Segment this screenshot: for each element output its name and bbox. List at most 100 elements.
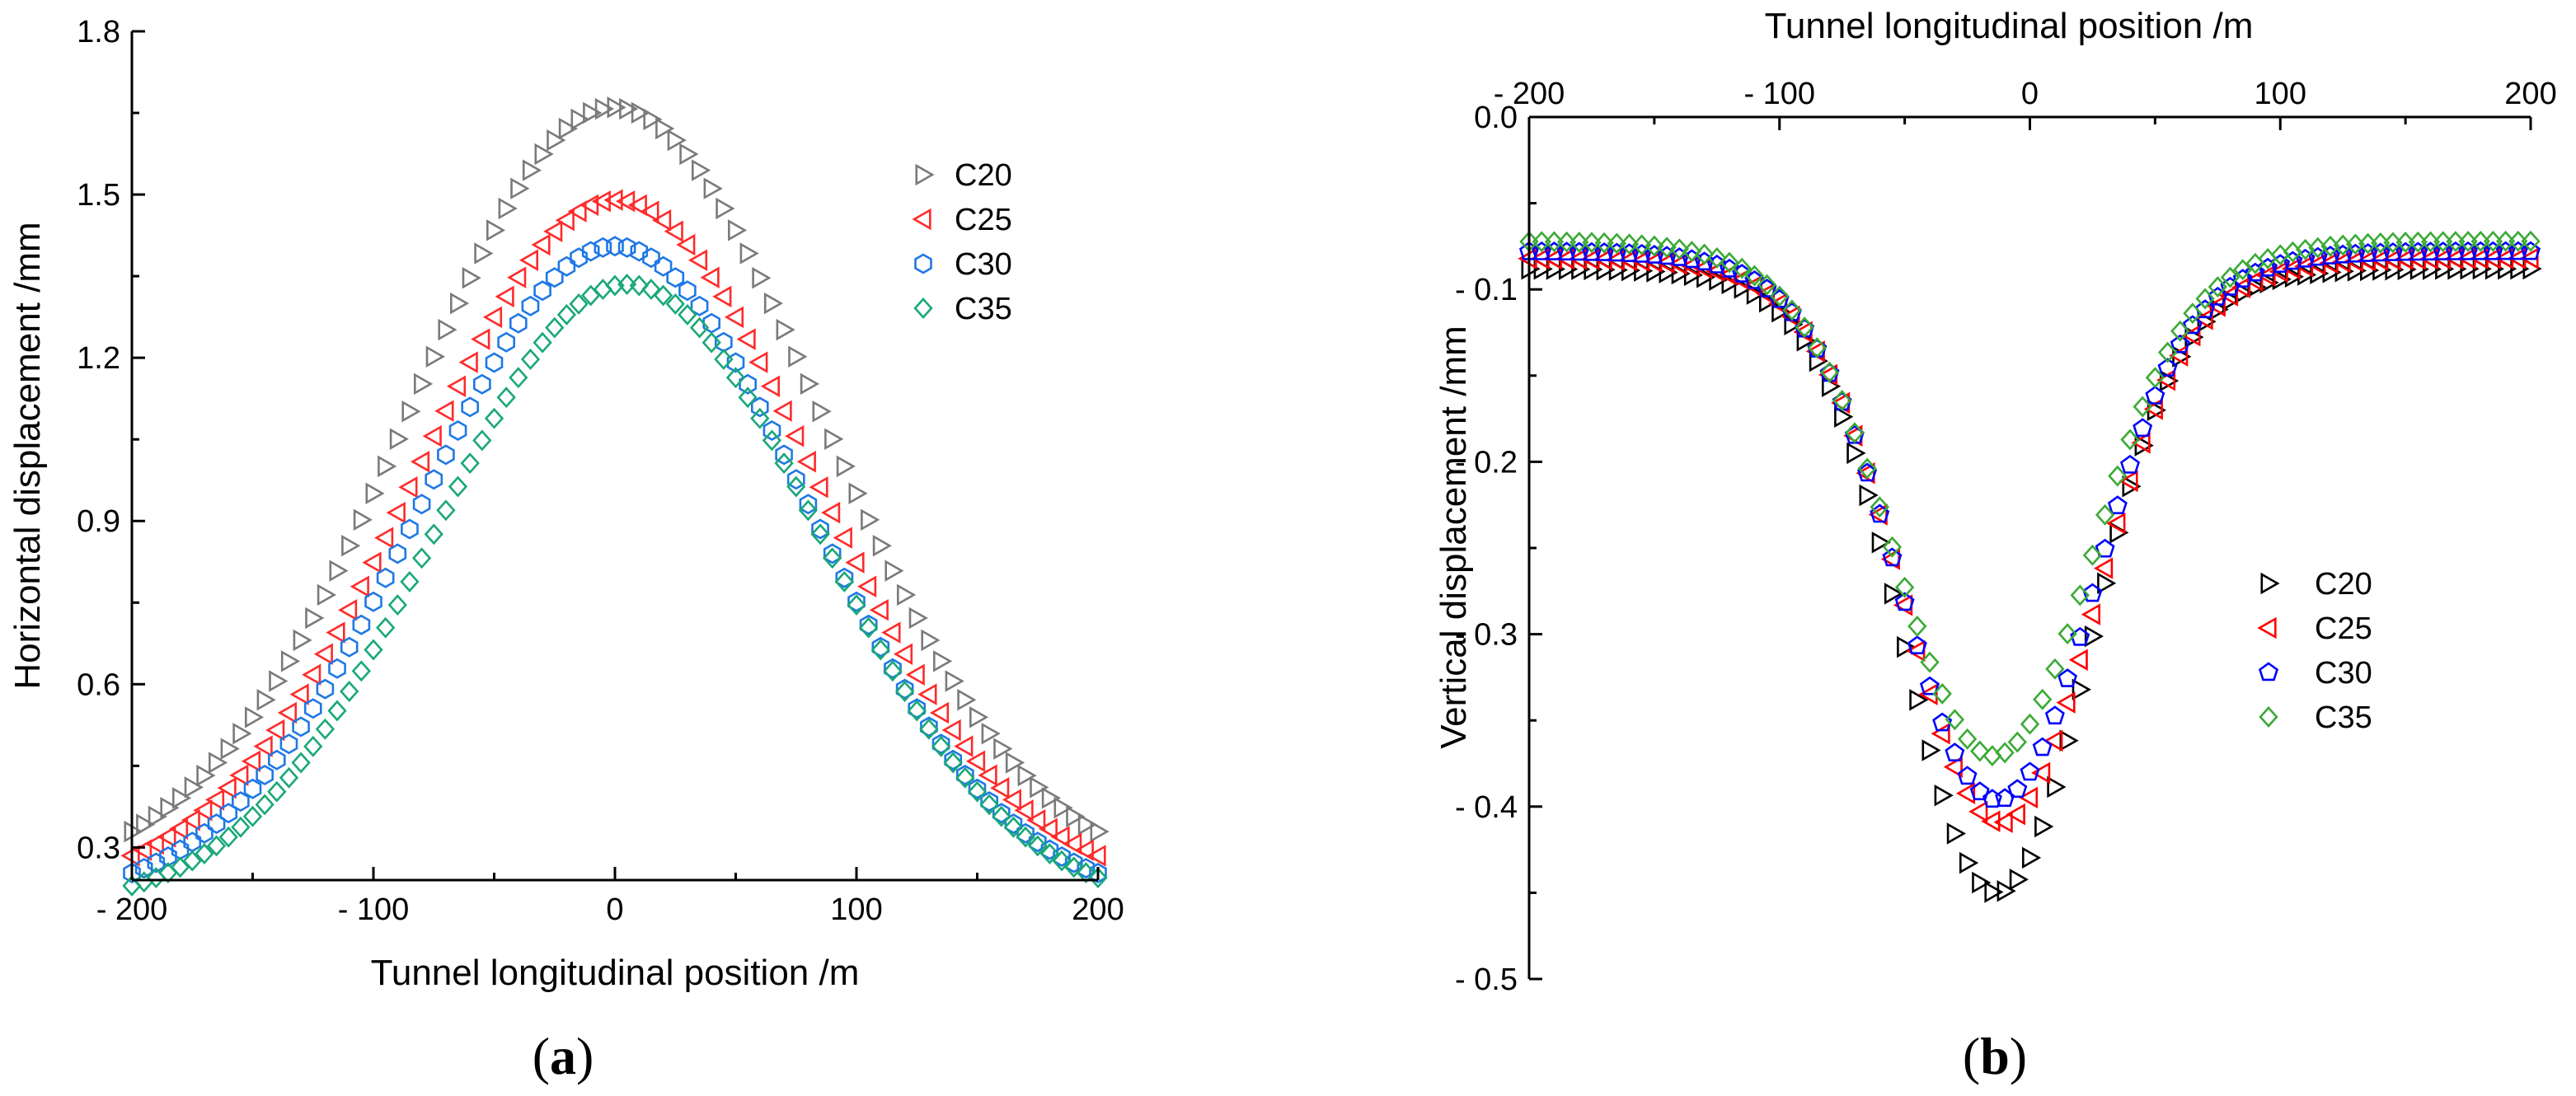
panel-a-point-c20 [583,101,603,124]
panel-b-point-c30 [2082,583,2103,602]
panel-a-point-c30 [678,280,697,302]
panel-a-point-c20 [776,318,795,341]
panel-b-point-c30 [2133,418,2153,438]
panel-a-point-c35 [533,331,552,354]
panel-b-point-c20 [2097,572,2117,594]
panel-a-point-c25 [687,249,708,271]
panel-b-point-c35 [1544,231,1565,253]
panel-a-point-c25 [326,621,345,644]
panel-a-point-c20 [570,108,590,131]
panel-b-point-c35 [1532,231,1551,253]
panel-a-point-c35 [218,826,238,848]
panel-b-point-c35 [2133,396,2152,418]
panel-b-point-c30 [2070,626,2090,646]
panel-a-point-c25 [543,220,563,243]
panel-a-y-axis-title: Horizontal displacement /mm [7,222,48,689]
panel-a-point-c35 [725,367,746,389]
panel-b-legend: C20 C25 C30 C35 [2257,567,2372,735]
panel-a-point-c30 [726,352,745,373]
panel-b-point-c35 [2408,231,2428,253]
panel-a-point-c30 [557,255,576,277]
panel-a-point-c30 [497,331,515,353]
panel-a-point-c20 [184,776,204,799]
panel-b-point-c35 [1857,457,1877,480]
panel-a-point-c35 [291,752,311,774]
panel-b-point-c25 [2231,276,2251,298]
panel-a-chart: - 200 - 100 0 100 200 0.3 0.6 0.9 1.2 1.5 1.8 Tun… [7,15,1124,1085]
panel-a-series-c25 [120,189,1106,867]
panel-a-point-c30 [775,444,793,466]
panel-b-point-c30 [1957,766,1978,785]
panel-a-point-c20 [728,219,748,241]
panel-b-legend-marker-c25 [2257,616,2277,639]
panel-a-point-c25 [434,400,454,422]
panel-a-point-c20 [679,143,699,166]
panel-a-point-c25 [664,220,683,243]
panel-a-point-c25 [410,450,430,473]
panel-b-point-c30 [2058,668,2078,687]
panel-a-point-c20 [908,607,928,630]
panel-b-y-axis-title: Vertical displacement /mm [1433,326,1474,749]
panel-a-point-c25 [796,450,816,473]
panel-a-point-c30 [908,698,927,719]
panel-b-point-c35 [1807,337,1827,359]
panel-b-point-c35 [1782,299,1802,321]
panel-a-point-c35 [327,700,347,722]
panel-a-point-c20 [872,534,892,557]
panel-b-point-c20 [1884,583,1904,605]
panel-a-x-tick-label: - 100 [338,892,410,927]
panel-b-point-c30 [1945,742,1965,761]
panel-b-point-c25 [2068,649,2088,672]
panel-a-point-c25 [676,233,696,256]
panel-a-point-c25 [917,683,937,705]
panel-b-point-c35 [1657,237,1677,259]
panel-a-point-c20 [317,583,337,607]
panel-b-legend-label-c35: C35 [2315,700,2372,735]
panel-a-point-c20 [969,706,989,728]
panel-a-point-c35 [195,843,214,864]
panel-a-point-c30 [352,614,371,635]
panel-a-point-c30 [1040,839,1059,860]
panel-a-point-c20 [1017,764,1037,787]
panel-b-label: (b) [1963,1027,2027,1085]
panel-b-point-c20 [1897,635,1917,658]
panel-a-point-c20 [1090,820,1110,843]
panel-b-point-c20 [1871,532,1891,554]
panel-b-point-c30 [2495,241,2516,260]
panel-a-point-c20 [836,455,856,478]
panel-b-point-c20 [2072,678,2091,700]
panel-a-point-c35 [424,523,443,546]
panel-b-point-c35 [2095,504,2115,526]
panel-a-point-c25 [929,701,950,724]
panel-a-point-c25 [1086,845,1106,867]
panel-b-point-c20 [1746,283,1767,305]
panel-a-point-c35 [182,850,202,872]
panel-a-point-c30 [581,241,600,262]
panel-b-point-c30 [2245,262,2265,282]
panel-b-point-c20 [2059,729,2079,752]
panel-b-chart: - 200 - 100 0 100 200 0.0 - 0.1 - 0.2 - 0.3 - 0.… [1433,6,2557,1085]
panel-a-point-c20 [305,607,325,630]
panel-a-point-c25 [833,527,852,549]
panel-a-point-c30 [739,373,757,395]
panel-a-point-c35 [436,499,456,522]
panel-b-point-c35 [2183,302,2203,325]
panel-b-series-c35 [1519,230,2541,767]
panel-a-point-c25 [712,285,732,308]
panel-a-point-c30 [617,237,636,258]
panel-a-point-c30 [123,862,141,884]
panel-a-point-c35 [520,349,541,370]
panel-a-point-c20 [425,345,445,368]
panel-b-series-c25 [1518,247,2539,833]
panel-a-point-c30 [630,241,649,262]
panel-a-point-c20 [148,805,167,828]
panel-a-point-c25 [640,200,659,222]
panel-b-point-c30 [2433,241,2453,260]
panel-b-point-c35 [2470,230,2490,252]
panel-b-point-c30 [1706,254,1727,274]
panel-a-point-c20 [341,534,361,557]
panel-a-point-c20 [824,428,844,451]
panel-b-point-c20 [1972,871,1992,894]
panel-a-point-c20 [365,482,385,504]
panel-b-legend-marker-c20 [2260,572,2280,595]
